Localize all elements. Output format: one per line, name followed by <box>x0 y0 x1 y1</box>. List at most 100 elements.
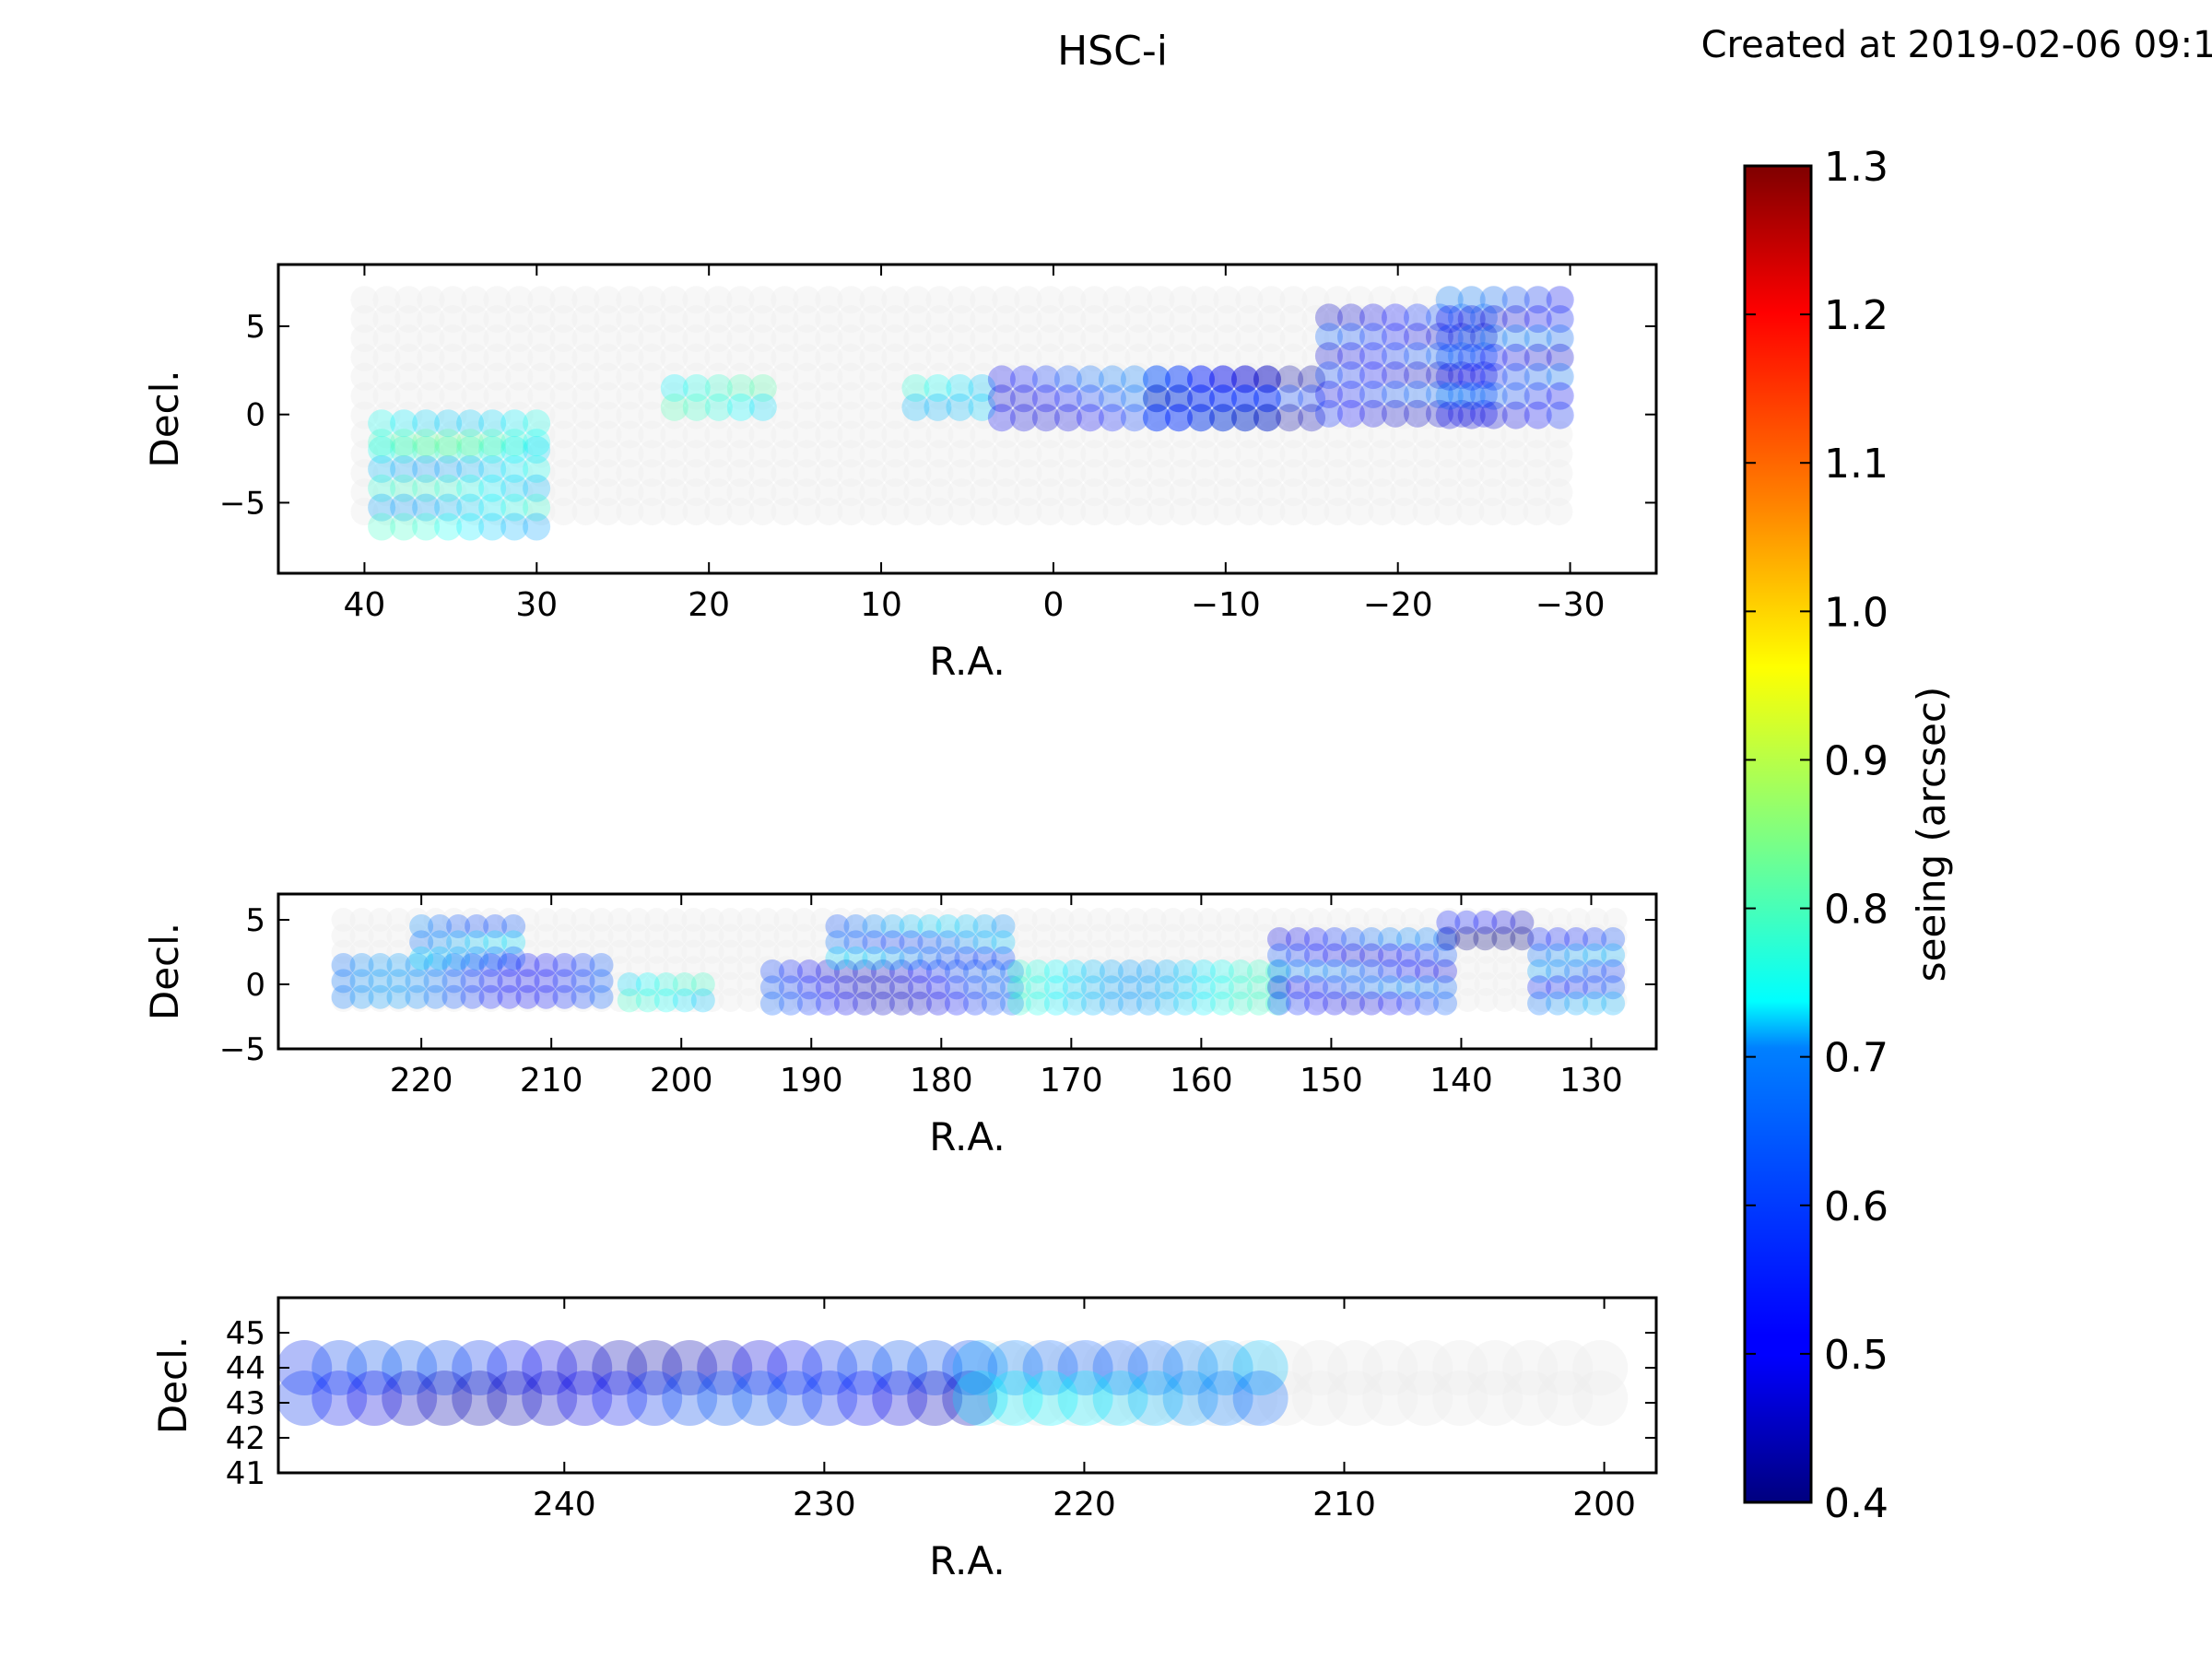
field-point <box>1546 943 1571 968</box>
field-point <box>837 1371 893 1427</box>
field-point <box>1527 959 1552 983</box>
footprint-point <box>994 939 1019 964</box>
footprint-point <box>771 305 799 334</box>
footprint-point <box>802 1371 858 1427</box>
footprint-point <box>859 324 888 353</box>
footprint-point <box>859 478 888 507</box>
field-point <box>523 512 551 541</box>
field-point <box>942 1340 998 1395</box>
footprint-point <box>1102 324 1131 353</box>
footprint-point <box>505 305 534 334</box>
footprint-point <box>771 324 799 353</box>
footprint-point <box>1234 956 1259 981</box>
footprint-point <box>394 286 423 314</box>
field-point <box>1006 991 1031 1016</box>
footprint-point <box>1529 908 1554 932</box>
footprint-point <box>1345 924 1370 948</box>
footprint-point <box>1492 956 1517 981</box>
footprint-point <box>1603 939 1628 964</box>
field-point <box>1314 361 1343 390</box>
field-point <box>946 393 974 421</box>
footprint-point <box>423 908 448 932</box>
footprint-point <box>992 305 1020 334</box>
field-point <box>1057 1340 1113 1395</box>
field-point <box>1524 286 1552 314</box>
footprint-point <box>616 382 644 410</box>
footprint-point <box>1058 324 1087 353</box>
field-point <box>1076 384 1104 413</box>
field-point <box>833 991 858 1016</box>
footprint-point <box>1478 497 1507 525</box>
footprint-point <box>1191 324 1219 353</box>
field-point <box>1197 1371 1253 1427</box>
footprint-point <box>1492 971 1517 996</box>
footprint-point <box>865 956 890 981</box>
footprint-point <box>925 362 954 391</box>
footprint-point <box>1102 420 1131 449</box>
field-point <box>1527 927 1552 951</box>
footprint-point <box>1187 1371 1243 1427</box>
field-point <box>662 1371 718 1427</box>
footprint-point <box>748 362 777 391</box>
field-point <box>483 930 508 955</box>
footprint-point <box>1368 440 1396 468</box>
field-point <box>1395 943 1420 968</box>
footprint-point <box>1058 343 1087 371</box>
footprint-point <box>884 971 909 996</box>
footprint-point <box>884 908 909 932</box>
field-point <box>1564 927 1589 951</box>
field-point <box>1120 384 1148 413</box>
footprint-point <box>1523 420 1551 449</box>
footprint-point <box>947 286 976 314</box>
field-point <box>1265 991 1289 1016</box>
footprint-point <box>921 988 946 1012</box>
field-point <box>1340 927 1365 951</box>
footprint-point <box>372 324 401 353</box>
field-point <box>862 914 887 938</box>
footprint-point <box>1566 908 1591 932</box>
field-point <box>796 975 821 1000</box>
filter-title: HSC-i <box>1057 28 1168 75</box>
field-point <box>944 959 969 983</box>
field-point <box>1253 384 1282 413</box>
footprint-point <box>1279 459 1308 488</box>
footprint-point <box>1036 324 1065 353</box>
footprint-point <box>1478 440 1507 468</box>
footprint-point <box>372 362 401 391</box>
footprint-point <box>571 956 595 981</box>
footprint-point <box>884 924 909 948</box>
field-point <box>1025 959 1050 983</box>
field-point <box>1395 927 1420 951</box>
footprint-point <box>815 497 843 525</box>
footprint-point <box>682 459 711 488</box>
footprint-point <box>571 988 595 1012</box>
field-point <box>1359 342 1387 371</box>
footprint-point <box>1102 343 1131 371</box>
colorbar-tick-label: 1.1 <box>1824 441 1888 488</box>
field-point <box>1425 342 1453 371</box>
footprint-point <box>700 924 724 948</box>
footprint-point <box>663 956 688 981</box>
footprint-point <box>1390 440 1418 468</box>
footprint-point <box>589 956 614 981</box>
footprint-point <box>815 440 843 468</box>
field-point <box>870 991 895 1016</box>
footprint-point <box>1368 401 1396 429</box>
footprint-point <box>903 343 932 371</box>
footprint-point <box>461 401 489 429</box>
footprint-point <box>439 459 467 488</box>
footprint-point <box>1257 401 1286 429</box>
footprint-point <box>704 286 733 314</box>
field-point <box>1447 361 1476 390</box>
field-point <box>409 930 434 955</box>
field-point <box>1403 303 1431 332</box>
footprint-point <box>881 305 910 334</box>
field-point <box>1546 324 1574 353</box>
footprint-point <box>1400 988 1425 1012</box>
footprint-point <box>1455 939 1480 964</box>
footprint-point <box>810 939 835 964</box>
field-point <box>500 474 529 502</box>
footprint-point <box>1147 343 1175 371</box>
footprint-point <box>1363 924 1388 948</box>
